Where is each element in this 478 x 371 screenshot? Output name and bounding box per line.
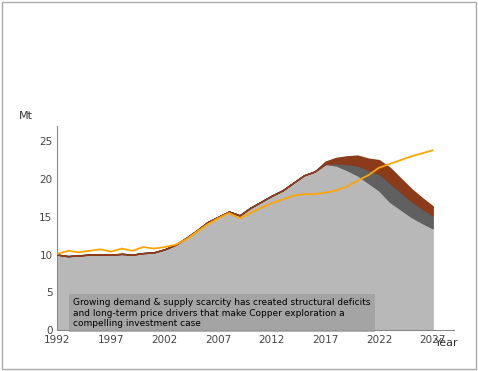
Text: Growing demand & supply scarcity has created structural deficits
and long-term p: Growing demand & supply scarcity has cre… [74,298,371,328]
Text: Year: Year [435,338,459,348]
Text: Mt: Mt [19,111,33,121]
